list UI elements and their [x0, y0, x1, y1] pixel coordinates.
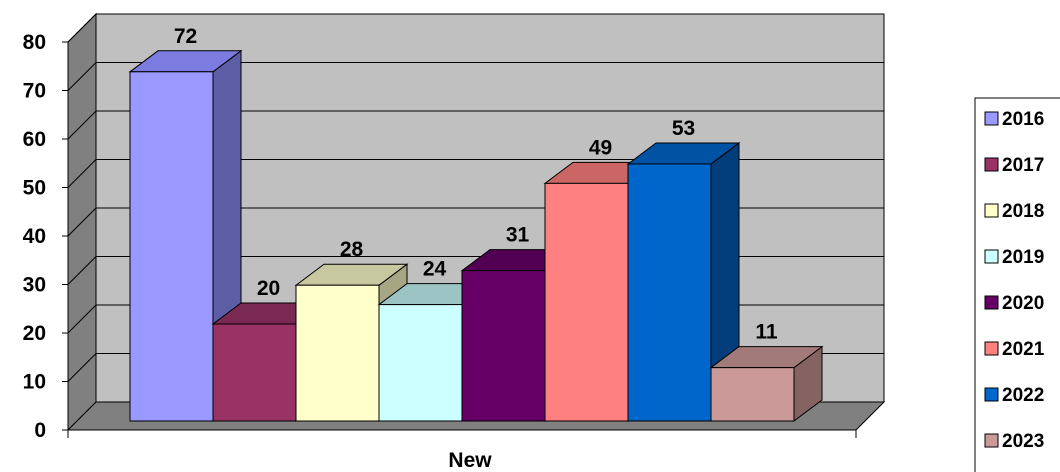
x-axis-title: New [448, 449, 492, 472]
legend-item-2020[interactable]: 2020 [984, 293, 1044, 314]
legend-label: 2019 [1002, 247, 1044, 268]
gridline [67, 13, 884, 43]
y-tick-label: 30 [23, 274, 46, 297]
y-tick-label: 50 [23, 177, 46, 200]
data-label-2018: 28 [340, 238, 364, 261]
legend-swatch [984, 249, 999, 264]
bar-2022 [626, 141, 741, 422]
y-tick-label: 10 [23, 371, 46, 394]
legend-label: 2020 [1002, 293, 1044, 314]
legend-swatch [984, 295, 999, 310]
bar-front [378, 304, 463, 422]
gridline [67, 159, 884, 188]
legend-label: 2021 [1002, 339, 1045, 360]
legend-swatch [984, 111, 999, 126]
legend-item-2019[interactable]: 2019 [984, 247, 1044, 268]
bar-front [461, 270, 546, 422]
legend-swatch [984, 387, 999, 402]
bars [128, 49, 824, 422]
y-tick-label: 20 [23, 322, 46, 345]
data-label-2019: 24 [423, 258, 447, 281]
legend[interactable]: 2016 2017 2018 2019 2020 2021 2022 2023 [974, 97, 1060, 472]
data-label-2022: 53 [672, 117, 695, 140]
legend-item-2016[interactable]: 2016 [984, 109, 1044, 130]
legend-swatch [984, 341, 999, 356]
legend-item-2023[interactable]: 2023 [984, 431, 1044, 452]
data-labels: 72 20 28 24 31 49 53 11 [174, 25, 778, 344]
legend-item-2022[interactable]: 2022 [984, 385, 1044, 406]
bar-front [710, 367, 795, 422]
legend-label: 2017 [1002, 155, 1044, 176]
data-label-2020: 31 [506, 224, 530, 247]
y-tick-label: 40 [23, 225, 46, 248]
legend-label: 2022 [1002, 385, 1044, 406]
legend-swatch [984, 157, 999, 172]
legend-label: 2016 [1002, 109, 1044, 130]
y-tick-label: 0 [34, 419, 46, 442]
y-axis: 0 10 20 30 40 50 60 70 80 [23, 31, 857, 442]
data-label-2021: 49 [589, 136, 612, 159]
data-label-2016: 72 [174, 25, 197, 48]
legend-swatch [984, 433, 999, 448]
legend-item-2021[interactable]: 2021 [984, 339, 1045, 360]
bar-front [212, 323, 297, 422]
bar-front [544, 182, 629, 422]
gridline [67, 110, 884, 140]
gridline [67, 62, 884, 91]
data-label-2017: 20 [257, 277, 280, 300]
bar-front [295, 284, 380, 422]
bar-front [627, 163, 712, 422]
legend-item-2017[interactable]: 2017 [984, 155, 1044, 176]
legend-swatch [984, 203, 999, 218]
legend-item-2018[interactable]: 2018 [984, 201, 1044, 222]
bar-2023 [709, 345, 824, 422]
bar-front [129, 71, 214, 422]
legend-label: 2018 [1002, 201, 1044, 222]
legend-label: 2023 [1002, 431, 1044, 452]
data-label-2023: 11 [755, 321, 778, 344]
y-tick-label: 70 [23, 80, 46, 103]
y-tick-label: 80 [23, 31, 46, 54]
y-tick-label: 60 [23, 128, 46, 151]
